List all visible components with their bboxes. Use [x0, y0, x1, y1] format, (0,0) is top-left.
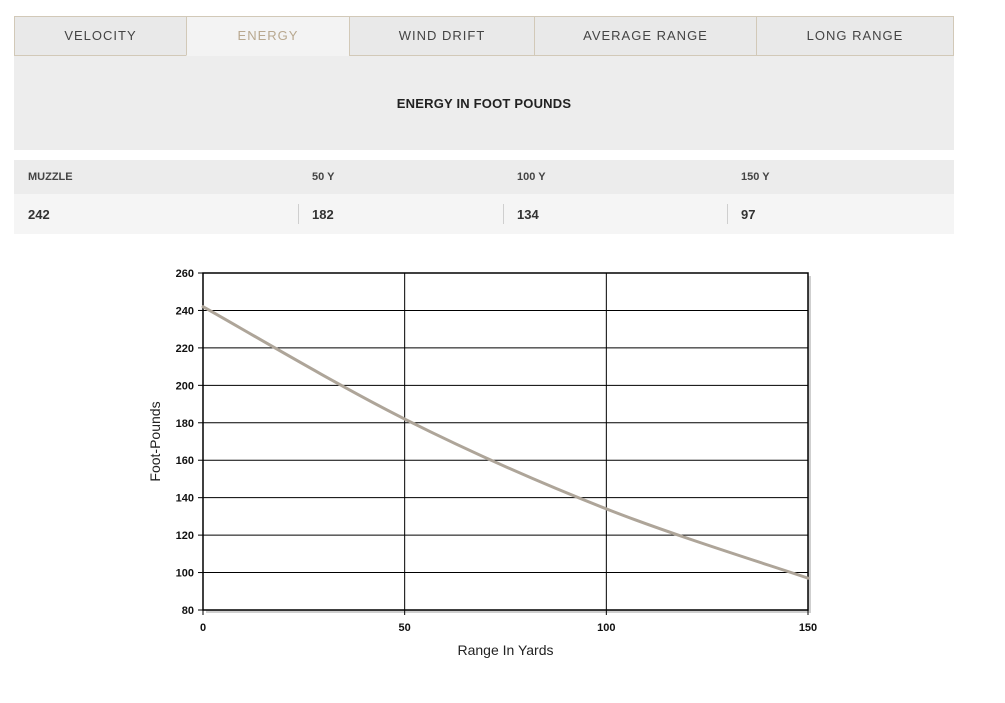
y-tick-label: 140 [176, 493, 194, 505]
value-100y: 134 [503, 194, 727, 234]
panel-title: ENERGY IN FOOT POUNDS [14, 56, 954, 150]
y-tick-label: 240 [176, 305, 194, 317]
x-tick-label: 100 [597, 622, 615, 634]
value-muzzle: 242 [28, 206, 50, 222]
energy-chart: 80 100 120 140 160 180 200 220 240 260 0 50 100 150 Ra… [147, 268, 817, 658]
header-150y: 150 Y [741, 171, 770, 183]
series-line [201, 305, 810, 580]
panel-title-text: ENERGY IN FOOT POUNDS [396, 95, 572, 111]
header-50y: 50 Y [312, 171, 335, 183]
value-50y: 182 [298, 194, 503, 234]
tab-average-range[interactable]: AVERAGE RANGE [534, 16, 756, 56]
table-row: 242 182 134 97 [14, 194, 954, 234]
table-header-row: MUZZLE 50 Y 100 Y 150 Y [14, 160, 954, 194]
y-tick-label: 220 [176, 343, 194, 355]
x-tick-label: 0 [200, 622, 206, 634]
plot-area [202, 272, 809, 611]
tab-energy[interactable]: ENERGY [186, 16, 349, 56]
x-tick-label: 50 [399, 622, 411, 634]
x-tick-label: 150 [799, 622, 817, 634]
x-axis-title: Range In Yards [458, 642, 554, 658]
y-axis-title: Foot-Pounds [147, 401, 163, 481]
tab-bar: VELOCITY ENERGY WIND DRIFT AVERAGE RANGE… [14, 16, 954, 56]
header-muzzle: MUZZLE [28, 171, 73, 183]
y-tick-label: 180 [176, 418, 194, 430]
tab-long-range[interactable]: LONG RANGE [756, 16, 954, 56]
y-tick-label: 160 [176, 455, 194, 467]
y-tick-label: 80 [182, 605, 194, 617]
tab-velocity[interactable]: VELOCITY [14, 16, 186, 56]
y-tick-label: 120 [176, 530, 194, 542]
tab-wind-drift[interactable]: WIND DRIFT [349, 16, 534, 56]
y-tick-label: 100 [176, 568, 194, 580]
value-150y: 97 [727, 194, 954, 234]
y-tick-label: 200 [176, 380, 194, 392]
header-100y: 100 Y [517, 171, 546, 183]
energy-table: MUZZLE 50 Y 100 Y 150 Y 242 182 134 97 [14, 160, 954, 234]
y-tick-label: 260 [176, 268, 194, 280]
